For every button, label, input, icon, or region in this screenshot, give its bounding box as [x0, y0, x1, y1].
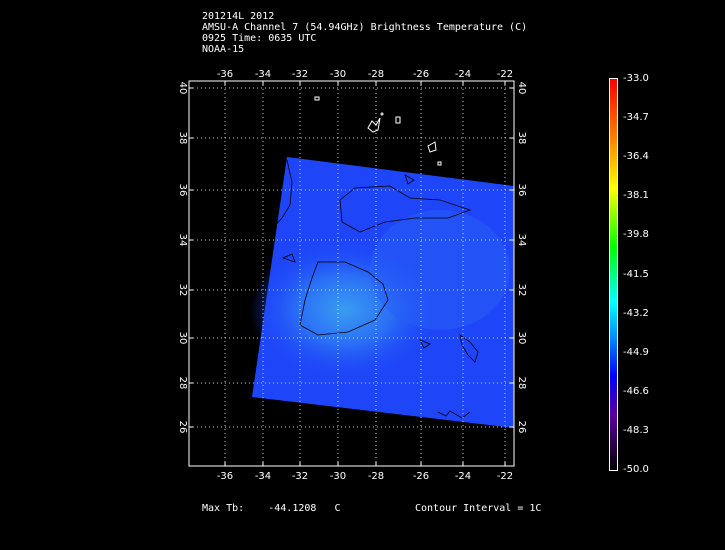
lon-tick-label-top: -34	[255, 69, 271, 80]
lon-tick-label-bottom: -36	[217, 471, 233, 482]
lat-tick-label-left: 38	[177, 132, 188, 145]
lon-tick-label-top: -36	[217, 69, 233, 80]
lat-tick-label-left: 32	[177, 284, 188, 297]
warm-region-2	[370, 210, 510, 330]
lat-tick-label-right: 32	[516, 284, 527, 297]
colorbar-label: -44.9	[623, 346, 649, 358]
axis-ticks: -36 -36 -34 -34 -32 -32 -30 -30 -28 -28 -26 -26 -24 -…	[177, 69, 527, 482]
title-line-3: 0925 Time: 0635 UTC	[202, 33, 317, 44]
grid-lines	[189, 81, 514, 466]
colorbar	[609, 78, 618, 471]
contour-line	[339, 185, 472, 233]
colorbar-label: -48.3	[623, 424, 649, 436]
title-line-4: NOAA-15	[202, 44, 245, 55]
lat-tick-label-right: 34	[516, 234, 527, 247]
lon-tick-label-bottom: -24	[455, 471, 471, 482]
lon-tick-label-bottom: -26	[413, 471, 429, 482]
contour-line	[265, 159, 293, 251]
lat-tick-label-right: 38	[516, 132, 527, 145]
contour-line	[299, 261, 389, 336]
lon-tick-label-top: -28	[368, 69, 384, 80]
lon-tick-label-top: -22	[497, 69, 513, 80]
colorbar-label: -39.8	[623, 229, 649, 241]
contour-line	[281, 174, 415, 263]
colorbar-label: -50.0	[623, 464, 649, 475]
max-tb-label: Max Tb:	[202, 503, 245, 514]
contour-line	[419, 339, 471, 419]
max-tb-value: -44.1208	[268, 503, 317, 514]
title-line-1: 201214L 2012	[202, 11, 275, 22]
contour-line	[459, 334, 479, 363]
lon-tick-label-bottom: -28	[368, 471, 384, 482]
title-line-2: AMSU-A Channel 7 (54.94GHz) Brightness T…	[202, 22, 528, 33]
lat-tick-label-left: 34	[177, 234, 188, 247]
max-tb-unit: C	[334, 503, 341, 514]
colorbar-label: -33.0	[623, 73, 649, 84]
lat-tick-label-left: 28	[177, 377, 188, 390]
lat-tick-label-left: 40	[177, 82, 188, 95]
max-tb: Max Tb: -44.1208 C	[202, 503, 341, 514]
lat-tick-label-right: 28	[516, 377, 527, 390]
map-frame	[188, 80, 515, 467]
colorbar-label: -34.7	[623, 112, 649, 124]
lon-tick-label-top: -24	[455, 69, 471, 80]
colorbar-label: -36.4	[623, 151, 649, 163]
colorbar-label: -38.1	[623, 190, 649, 202]
lat-tick-label-right: 36	[516, 184, 527, 197]
lon-tick-label-bottom: -32	[292, 471, 308, 482]
lat-tick-label-right: 26	[516, 421, 527, 434]
lon-tick-label-bottom: -34	[255, 471, 271, 482]
title-block: 201214L 2012 AMSU-A Channel 7 (54.94GHz) …	[202, 11, 527, 55]
lon-tick-label-top: -26	[413, 69, 429, 80]
lat-tick-label-right: 30	[516, 332, 527, 345]
colorbar-label: -43.2	[623, 307, 649, 319]
lon-tick-label-bottom: -30	[330, 471, 346, 482]
lon-tick-label-top: -30	[330, 69, 346, 80]
colorbar-label: -46.6	[623, 385, 649, 397]
lat-tick-label-left: 30	[177, 332, 188, 345]
contour-interval: Contour Interval = 1C	[415, 503, 542, 514]
lat-tick-label-right: 40	[516, 82, 527, 95]
lon-tick-label-bottom: -22	[497, 471, 513, 482]
lat-tick-label-left: 36	[177, 184, 188, 197]
lat-tick-label-left: 26	[177, 421, 188, 434]
coastline-islands	[314, 96, 442, 166]
lon-tick-label-top: -32	[292, 69, 308, 80]
colorbar-label: -41.5	[623, 268, 649, 280]
